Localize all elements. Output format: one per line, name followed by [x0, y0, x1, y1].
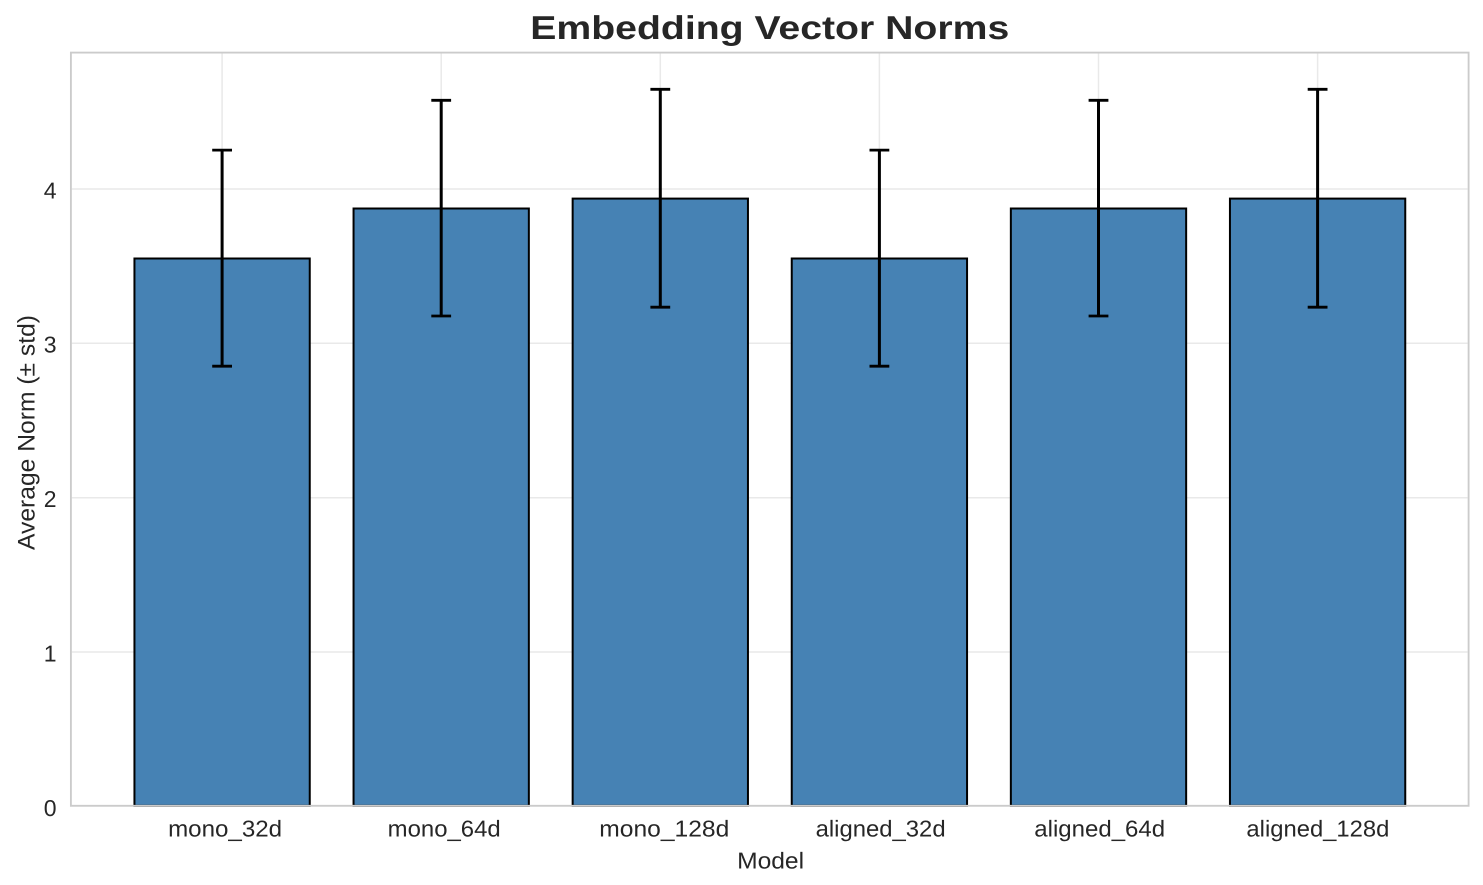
svg-text:Average Norm (± std): Average Norm (± std) [13, 315, 40, 550]
svg-text:aligned_32d: aligned_32d [816, 815, 946, 841]
svg-text:4: 4 [44, 177, 57, 203]
svg-text:1: 1 [44, 640, 57, 666]
svg-text:aligned_64d: aligned_64d [1034, 815, 1165, 841]
svg-text:0: 0 [44, 795, 57, 821]
svg-text:Embedding Vector Norms: Embedding Vector Norms [530, 9, 1009, 46]
svg-text:mono_32d: mono_32d [168, 815, 282, 841]
svg-text:3: 3 [44, 332, 57, 358]
svg-text:Model: Model [737, 847, 804, 873]
svg-text:mono_128d: mono_128d [599, 815, 729, 841]
svg-text:aligned_128d: aligned_128d [1246, 815, 1389, 841]
svg-text:mono_64d: mono_64d [388, 815, 501, 841]
svg-text:2: 2 [44, 486, 57, 512]
